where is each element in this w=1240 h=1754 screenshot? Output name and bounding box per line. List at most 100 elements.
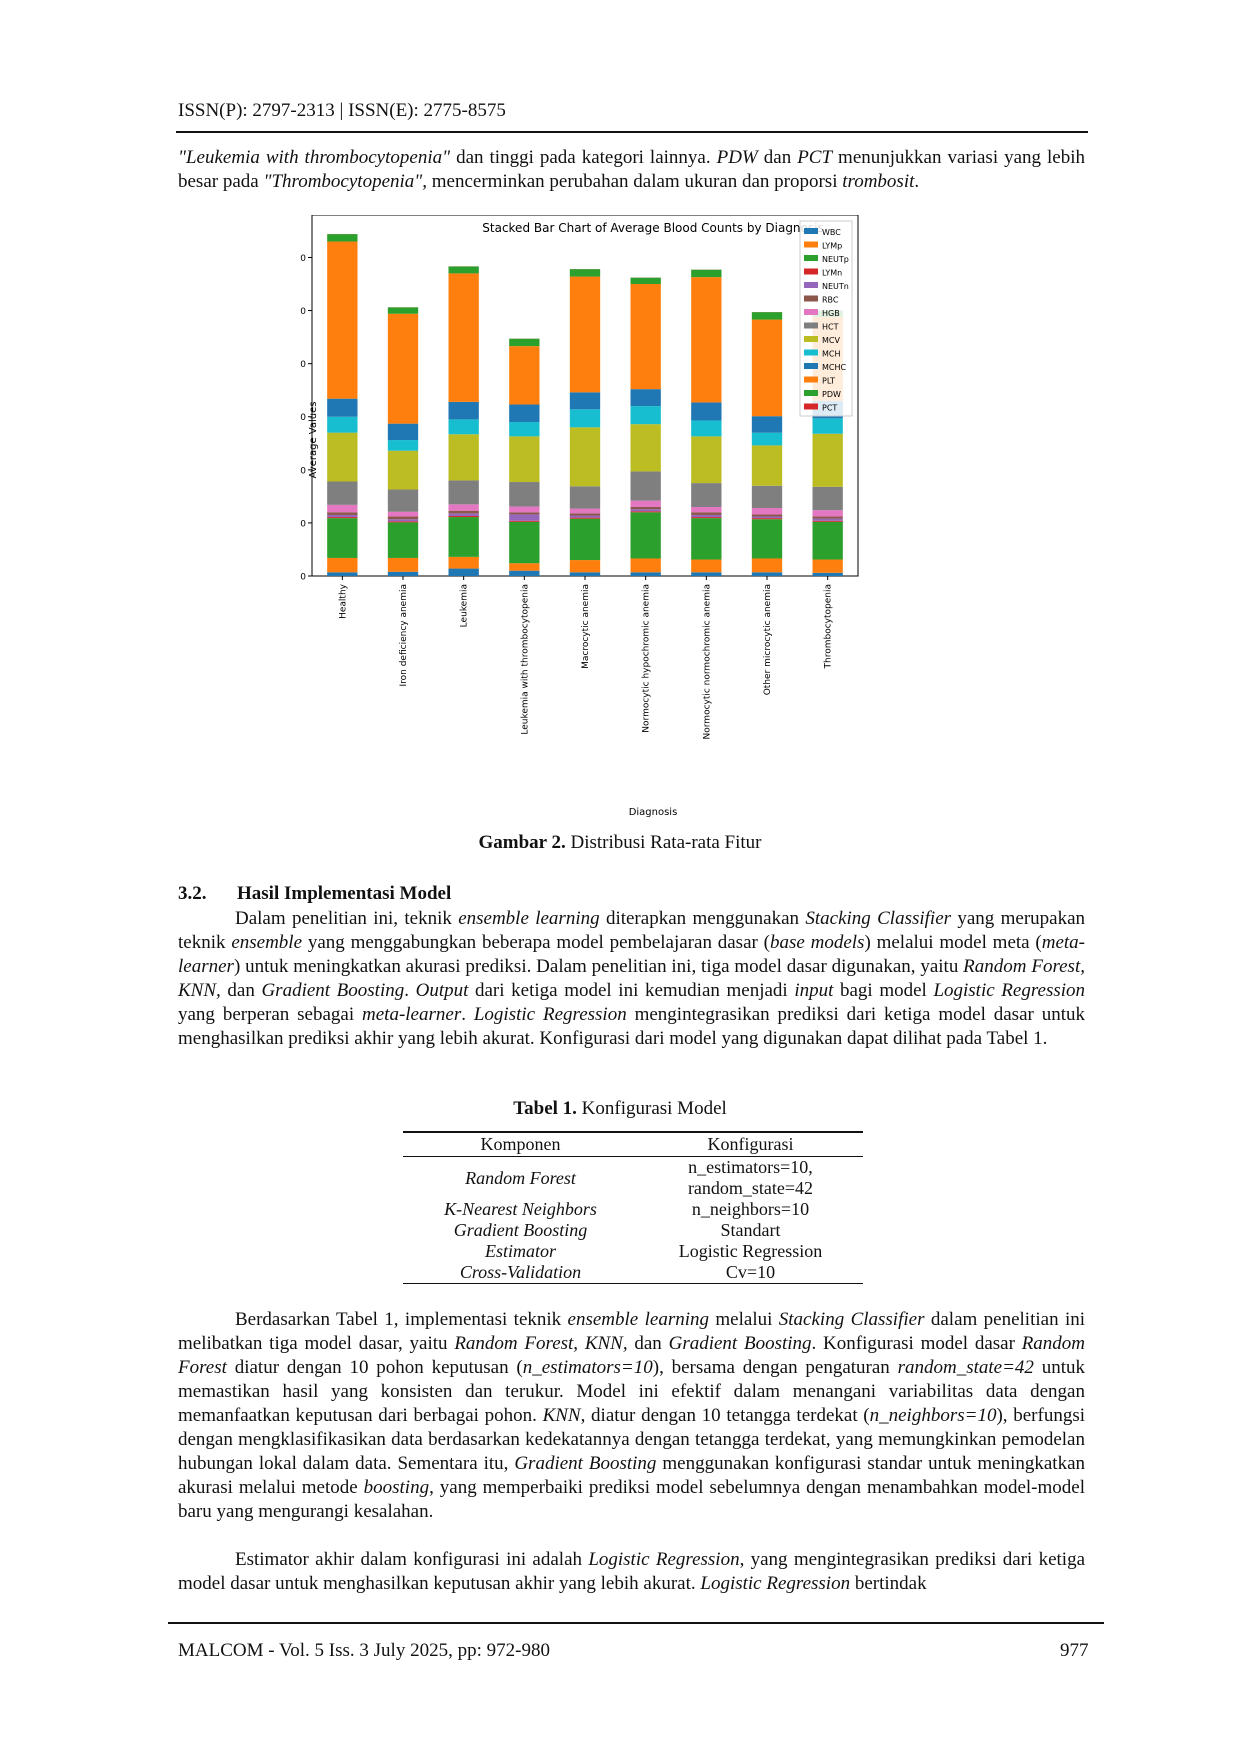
text-run: ensemble learning: [567, 1309, 710, 1330]
x-tick-label: Normocytic normochromic anemia: [702, 584, 712, 739]
table-row: K-Nearest Neighbors n_neighbors=10: [403, 1199, 863, 1220]
text-run: untuk memastikan hasil yang konsisten da…: [178, 1357, 1085, 1426]
body-paragraph-1: Dalam penelitian ini, teknik ensemble le…: [178, 907, 1085, 1051]
bar-segment-neutp: [751, 519, 783, 559]
legend-label: HGB: [822, 309, 840, 318]
x-tick-label: Healthy: [338, 583, 348, 619]
configuration-value: Logistic Regression: [678, 1241, 823, 1261]
legend-swatch: [804, 376, 818, 383]
bar-segment-lymn: [630, 511, 661, 513]
y-tick-label: 500: [300, 307, 306, 317]
bar-segment-hct: [509, 482, 540, 507]
bar-segment-mch: [509, 422, 540, 437]
bar-segment-wbc: [387, 571, 419, 576]
bar-segment-mch: [327, 416, 358, 433]
configuration-cell: Logistic Regression: [638, 1241, 863, 1262]
bar-segment-mch: [812, 418, 843, 434]
intro-text: menunjukkan variasi yang lebih besar pad…: [178, 147, 1086, 192]
y-tick-label: 300: [300, 413, 306, 423]
text-run: dan: [627, 1333, 669, 1354]
bar-segment-neutp: [448, 517, 479, 557]
configuration-value: n_neighbors=10: [691, 1199, 810, 1219]
bar-segment-wbc: [691, 572, 722, 576]
text-run: Gradient Boosting: [261, 980, 405, 1001]
legend-label: PCT: [822, 404, 837, 413]
bar-segment-mchc: [569, 392, 601, 410]
bar-segment-lymn: [327, 517, 358, 519]
bar-segment-pdw: [569, 269, 601, 277]
bar-segment-hgb: [327, 504, 358, 513]
configuration-value: Standart: [720, 1220, 781, 1240]
bar-segment-lymp: [569, 560, 601, 573]
legend-swatch: [804, 295, 818, 302]
configuration-value: n_estimators=10,: [688, 1157, 813, 1177]
body-paragraph-2: Berdasarkan Tabel 1, implementasi teknik…: [178, 1308, 1085, 1524]
component-cell: Gradient Boosting: [453, 1220, 588, 1240]
configuration-table: Komponen Konfigurasi Random Forest n_esti…: [403, 1131, 863, 1284]
section-title: Hasil Implementasi Model: [237, 883, 452, 904]
text-run: , yang memperbaiki prediksi model sebelu…: [178, 1477, 1086, 1522]
text-run: Estimator akhir dalam konfigurasi ini ad…: [235, 1549, 589, 1570]
bar-segment-plt: [448, 273, 479, 402]
bar-segment-rbc: [327, 512, 358, 515]
text-run: dari ketiga model ini kemudian menjadi: [468, 980, 795, 1001]
bar-segment-plt: [751, 319, 783, 417]
x-tick-label: Thrombocytopenia: [824, 584, 834, 669]
intro-text: mencerminkan perubahan dalam ukuran dan …: [427, 171, 843, 192]
bar-segment-neutn: [812, 518, 843, 521]
bar-segment-hgb: [509, 506, 540, 513]
bar-segment-pdw: [509, 338, 540, 347]
text-run: yang berperan sebagai: [178, 1004, 363, 1025]
component-cell: K-Nearest Neighbors: [444, 1199, 597, 1219]
chart-title: Stacked Bar Chart of Average Blood Count…: [482, 221, 823, 235]
text-run: Stacking Classifier: [805, 908, 952, 929]
bar-segment-pdw: [327, 234, 358, 242]
bar-segment-neutn: [751, 516, 783, 519]
bar-segment-neutp: [509, 521, 540, 564]
bar-segment-wbc: [569, 572, 601, 576]
text-run: . Konfigurasi model dasar: [811, 1333, 1022, 1354]
text-run: ensemble learning: [458, 908, 600, 929]
text-run: base models: [769, 932, 865, 953]
bar-segment-neutn: [569, 515, 601, 518]
bar-segment-mcv: [691, 436, 722, 484]
bar-segment-lymp: [691, 559, 722, 573]
bar-segment-hct: [387, 489, 419, 512]
bar-segment-hgb: [691, 506, 722, 513]
configuration-cell: Cv=10: [638, 1262, 863, 1284]
text-run: .: [461, 1004, 474, 1025]
bar-segment-lymp: [448, 556, 479, 569]
text-run: Logistic Regression: [700, 1573, 851, 1594]
text-run: , yang mengintegrasikan prediksi dari ke…: [178, 1549, 1085, 1594]
journal-issn-header: ISSN(P): 2797-2313 | ISSN(E): 2775-8575: [178, 100, 506, 121]
text-run: n_estimators=10: [522, 1357, 653, 1378]
bar-segment-mch: [387, 440, 419, 451]
legend-box: [799, 220, 853, 417]
x-tick-label: Normocytic hypochromic anemia: [642, 584, 652, 733]
component-cell: Cross-Validation: [403, 1262, 638, 1284]
header-rule: [176, 131, 1088, 133]
bar-segment-plt: [691, 277, 722, 403]
bar-segment-mchc: [630, 389, 661, 407]
section-heading: 3.2. Hasil Implementasi Model: [178, 883, 451, 905]
legend-swatch: [804, 336, 818, 342]
legend-swatch: [804, 255, 818, 261]
text-run: bertindak: [850, 1573, 927, 1594]
legend-swatch: [804, 241, 818, 248]
bar-segment-wbc: [509, 570, 540, 576]
bar-segment-lymn: [569, 517, 601, 519]
text-run: diterapkan menggunakan: [599, 908, 806, 929]
bar-segment-mch: [448, 419, 479, 435]
intro-text: trombosit: [842, 171, 915, 192]
table-caption: Tabel 1. Konfigurasi Model: [0, 1098, 1240, 1120]
bar-segment-plt: [569, 276, 601, 393]
configuration-cell: Standart: [638, 1220, 863, 1241]
bar-segment-mcv: [509, 436, 540, 483]
bar-segment-wbc: [448, 568, 479, 576]
configuration-value: Cv=10: [725, 1262, 776, 1282]
text-run: Logistic Regression: [588, 1549, 740, 1570]
bar-segment-neutp: [569, 518, 601, 561]
bar-segment-hct: [569, 486, 601, 509]
bar-segment-mchc: [751, 416, 783, 433]
text-run: Gradient Boosting: [668, 1333, 812, 1354]
